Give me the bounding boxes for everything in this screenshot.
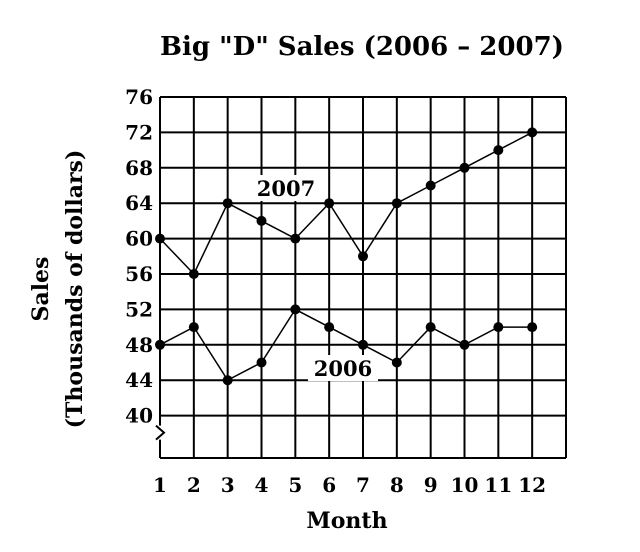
y-tick-label: 52 (125, 297, 153, 321)
x-tick-label: 9 (424, 473, 438, 497)
y-axis-label: Sales (Thousands of dollars) (28, 150, 88, 429)
data-point-2006 (493, 322, 504, 333)
y-tick-label: 64 (125, 191, 153, 215)
series-2007: 2007 (155, 127, 538, 279)
data-point-2007 (459, 162, 470, 173)
data-point-2007 (527, 127, 538, 138)
y-axis-label-line2: (Thousands of dollars) (62, 150, 88, 429)
data-point-2007 (324, 198, 335, 209)
data-point-2006 (391, 357, 402, 368)
series-label-background (251, 175, 321, 201)
x-tick-label: 7 (356, 473, 370, 497)
x-tick-labels: 1 2 3 4 5 6 7 8 9 10 11 12 (153, 473, 546, 497)
data-point-2007 (290, 233, 301, 244)
series-label-2007: 2007 (257, 176, 315, 201)
data-point-2006 (425, 322, 436, 333)
y-tick-label: 40 (125, 404, 153, 428)
x-tick-label: 11 (484, 473, 512, 497)
series-2006: 2006 (155, 304, 538, 386)
x-axis-label: Month (306, 508, 387, 534)
chart-series: 2007 2006 (155, 127, 538, 386)
chart-grid (154, 96, 567, 459)
data-point-2006 (222, 375, 233, 386)
series-label-background (308, 355, 378, 381)
x-tick-label: 8 (390, 473, 404, 497)
x-tick-label: 4 (255, 473, 269, 497)
data-point-2006 (459, 339, 470, 350)
y-tick-label: 72 (125, 120, 153, 144)
y-tick-label: 44 (125, 368, 153, 392)
series-line-2006 (159, 308, 533, 382)
y-tick-label: 76 (125, 85, 153, 109)
y-axis-label-line1: Sales (28, 257, 54, 322)
y-tick-label: 60 (125, 227, 153, 251)
data-point-2007 (391, 198, 402, 209)
y-tick-label: 68 (125, 156, 153, 180)
data-point-2006 (188, 322, 199, 333)
data-point-2006 (290, 304, 301, 315)
series-line-2007 (159, 131, 533, 276)
data-point-2006 (527, 322, 538, 333)
x-tick-label: 6 (322, 473, 336, 497)
x-tick-label: 10 (451, 473, 479, 497)
y-tick-label: 48 (125, 333, 153, 357)
data-point-2007 (425, 180, 436, 191)
x-tick-label: 3 (221, 473, 235, 497)
data-point-2007 (222, 198, 233, 209)
data-point-2006 (256, 357, 267, 368)
axis-break-marker (155, 424, 166, 441)
x-tick-label: 12 (518, 473, 546, 497)
data-point-2006 (358, 339, 368, 350)
data-point-2007 (256, 215, 267, 226)
axis-break-gap (154, 425, 166, 440)
data-point-2007 (358, 251, 368, 262)
data-point-2007 (155, 233, 165, 244)
y-tick-label: 56 (125, 262, 153, 286)
data-point-2006 (155, 339, 165, 350)
data-point-2006 (324, 322, 335, 333)
x-tick-label: 5 (288, 473, 302, 497)
y-tick-labels: 40 44 48 52 56 60 64 68 72 76 (125, 85, 153, 428)
data-point-2007 (493, 145, 504, 156)
series-label-2006: 2006 (314, 356, 372, 381)
x-tick-label: 1 (153, 473, 167, 497)
data-point-2007 (188, 269, 199, 279)
chart-title: Big "D" Sales (2006 – 2007) (160, 32, 564, 62)
x-tick-label: 2 (187, 473, 201, 497)
